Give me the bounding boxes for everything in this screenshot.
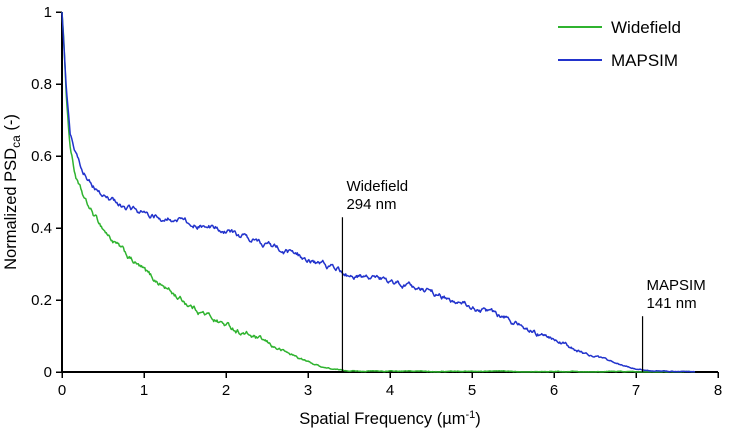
x-tick-label: 1 <box>140 382 148 399</box>
x-tick-label: 6 <box>550 382 558 399</box>
y-tick-label: 1 <box>44 4 52 21</box>
y-tick-label: 0.6 <box>31 148 52 165</box>
y-ticks: 0 0.2 0.4 0.6 0.8 1 <box>31 4 62 381</box>
x-axis-label: Spatial Frequency (µm-1) <box>299 409 481 428</box>
series-line-widefield <box>61 11 696 373</box>
x-ticks: 0 1 2 3 4 5 6 7 8 <box>58 372 722 399</box>
legend-label-mapsim: MAPSIM <box>611 51 678 70</box>
x-tick-label: 4 <box>386 382 394 399</box>
x-tick-label: 8 <box>714 382 722 399</box>
x-tick-label: 3 <box>304 382 312 399</box>
y-tick-label: 0 <box>44 364 52 381</box>
legend-label-widefield: Widefield <box>611 18 681 37</box>
y-tick-label: 0.2 <box>31 292 52 309</box>
x-tick-label: 7 <box>632 382 640 399</box>
x-tick-label: 5 <box>468 382 476 399</box>
x-tick-label: 2 <box>222 382 230 399</box>
annotation-label-widefield: Widefield 294 nm <box>346 178 408 213</box>
series-line-mapsim <box>61 11 696 373</box>
annotation-label-mapsim: MAPSIM 141 nm <box>647 277 706 312</box>
y-tick-label: 0.8 <box>31 76 52 93</box>
x-tick-label: 0 <box>58 382 66 399</box>
series-lines <box>61 11 696 373</box>
legend: Widefield MAPSIM <box>558 18 681 70</box>
annotations: Widefield 294 nm MAPSIM 141 nm <box>341 178 706 372</box>
y-axis-label: Normalized PSDca (-) <box>2 114 23 270</box>
y-tick-label: 0.4 <box>31 220 52 237</box>
